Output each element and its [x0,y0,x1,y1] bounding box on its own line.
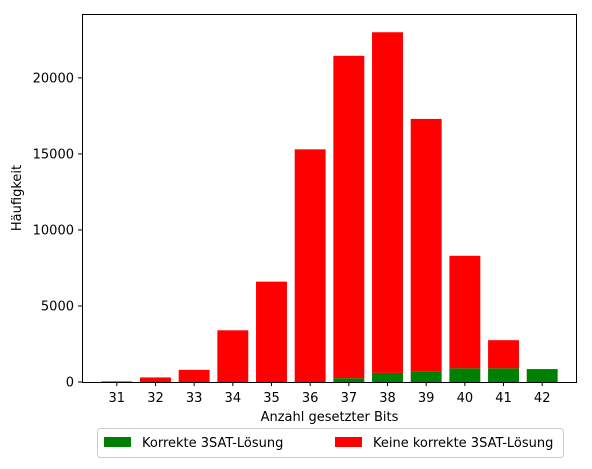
bar-correct-42 [526,369,558,382]
x-tick-label: 42 [534,391,551,406]
x-tick-label: 33 [186,391,203,406]
y-tick-label: 0 [66,376,74,391]
bars-layer [101,32,558,382]
bar-incorrect-40 [449,255,481,369]
bar-incorrect-35 [256,281,287,382]
y-ticks-layer: 0 5000 10000 15000 20000 [33,71,82,391]
y-tick-label: 20000 [33,71,74,86]
x-tick-label: 35 [263,391,280,406]
bar-incorrect-34 [217,330,249,382]
bar-incorrect-41 [488,340,519,369]
x-tick-label: 31 [109,391,126,406]
y-tick-label: 15000 [33,147,74,162]
x-tick-label: 36 [302,391,319,406]
legend: Korrekte 3SAT-Lösung Keine korrekte 3SAT-… [97,428,564,458]
y-axis-label: Häufigkeit [10,165,25,231]
x-tick-label: 34 [225,391,242,406]
bar-incorrect-38 [372,32,403,373]
y-tick-label: 5000 [41,299,74,314]
legend-label-incorrect: Keine korrekte 3SAT-Lösung [373,436,553,451]
bar-incorrect-37 [333,55,365,379]
legend-label-correct: Korrekte 3SAT-Lösung [142,436,283,451]
bar-incorrect-33 [178,369,210,382]
x-tick-label: 41 [495,391,512,406]
legend-swatch-incorrect [335,437,362,447]
bar-incorrect-36 [294,149,326,382]
x-tick-label: 39 [418,391,435,406]
bar-correct-41 [488,368,519,382]
bar-incorrect-32 [140,377,171,382]
bar-correct-37 [333,378,365,382]
x-ticks-layer: 31 32 33 34 35 36 37 38 39 40 41 42 [109,382,551,406]
legend-swatch-correct [104,437,131,447]
bar-incorrect-31 [101,381,133,382]
bar-incorrect-39 [410,118,442,372]
x-tick-label: 40 [457,391,474,406]
x-axis-label: Anzahl gesetzter Bits [261,410,399,425]
bar-correct-38 [372,372,403,382]
x-tick-label: 37 [341,391,358,406]
legend-box [97,428,564,458]
plot-frame [82,14,577,383]
x-tick-label: 38 [379,391,396,406]
y-tick-label: 10000 [33,223,74,238]
x-tick-label: 32 [147,391,164,406]
bar-correct-40 [449,368,481,382]
bar-correct-39 [410,371,442,382]
